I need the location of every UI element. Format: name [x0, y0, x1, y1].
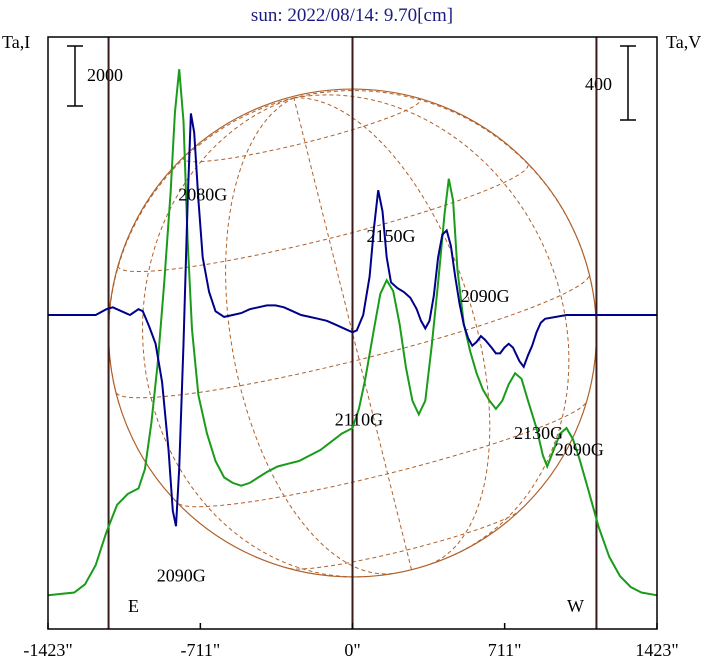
- series-line-stokes-I: [47, 69, 658, 597]
- left-scale-bar: 2000: [67, 45, 123, 107]
- x-tick-label: -1423": [23, 640, 72, 660]
- left-axis-label: Ta,I: [2, 32, 30, 52]
- disk-longitude-line: [225, 97, 393, 575]
- disk-longitude-line: [293, 94, 570, 556]
- x-tick-label: -711": [181, 640, 221, 660]
- x-tick-label: 1423": [635, 640, 678, 660]
- west-limb-label: W: [567, 596, 584, 616]
- field-strength-label: 2080G: [178, 185, 227, 205]
- field-strength-label: 2150G: [367, 226, 416, 246]
- disk-latitude-line: [182, 97, 421, 163]
- right-axis-label: Ta,V: [666, 32, 701, 52]
- series-line-stokes-V: [48, 113, 657, 527]
- disk-latitude-line: [117, 163, 529, 272]
- field-strength-label: 2110G: [335, 409, 383, 429]
- field-strength-label: 2090G: [461, 286, 510, 306]
- field-strength-label: 2090G: [555, 440, 604, 460]
- disk-longitude-line: [293, 97, 412, 570]
- right-scale-bar-label: 400: [585, 74, 612, 94]
- field-strength-label: 2090G: [157, 566, 206, 586]
- east-limb-label: E: [128, 596, 139, 616]
- left-scale-bar-label: 2000: [87, 65, 123, 85]
- right-scale-bar: 400: [585, 45, 636, 121]
- disk-latitude-line: [289, 510, 520, 570]
- disk-longitude-line: [142, 97, 368, 578]
- x-axis-ticks: -1423" -711" 0" 711" 1423": [23, 623, 679, 660]
- x-tick-label: 711": [488, 640, 522, 660]
- field-strength-label: 2130G: [514, 423, 563, 443]
- x-tick-label: 0": [344, 640, 360, 660]
- disk-longitude-line: [293, 97, 491, 565]
- chart-title: sun: 2022/08/14: 9.70[cm]: [251, 5, 453, 26]
